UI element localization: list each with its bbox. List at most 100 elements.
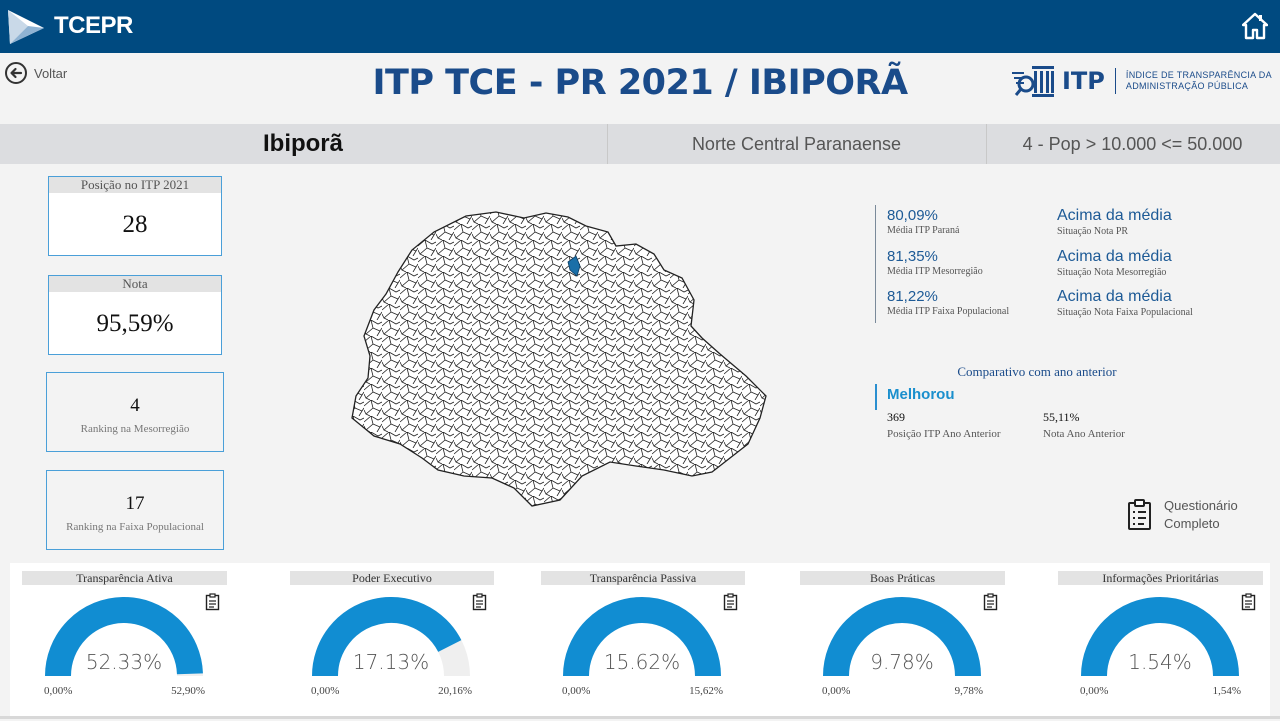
gauge-min-label: 0,00% <box>1080 685 1109 697</box>
gauge-value: 15.62% <box>603 650 681 674</box>
gauge-fill <box>563 597 721 677</box>
gauge-chart <box>45 597 203 677</box>
stat-faixa-mean-label: Média ITP Faixa Populacional <box>887 306 1010 317</box>
comparison-accent-bar <box>875 384 877 410</box>
gauge-min-label: 0,00% <box>562 685 591 697</box>
home-button[interactable] <box>1241 12 1269 40</box>
gauge-fill <box>45 597 203 677</box>
clipboard-icon[interactable] <box>983 593 999 611</box>
top-bar: TCEPR <box>0 0 1280 53</box>
comparison-status: Melhorou <box>887 386 955 403</box>
clipboard-icon <box>1128 499 1151 530</box>
stat-pr-situation-label: Situação Nota PR <box>1057 226 1129 237</box>
itp-building-icon <box>1012 66 1054 97</box>
ranking-population-card: 17 Ranking na Faixa Populacional <box>46 470 224 550</box>
gauge-max-label: 20,16% <box>438 685 472 697</box>
gauge-chart <box>312 597 470 677</box>
gauge-chart <box>823 597 981 677</box>
gauge-fill <box>1081 597 1239 677</box>
questionnaire-label: Questionário Completo <box>1164 497 1238 533</box>
questionnaire-label-line2: Completo <box>1164 516 1220 531</box>
ranking-mesoregion-value: 4 <box>130 395 140 416</box>
gauge-fill <box>312 597 462 677</box>
score-card: Nota 95,59% <box>48 275 222 355</box>
prev-score-label: Nota Ano Anterior <box>1043 428 1125 440</box>
itp-desc-line1: ÍNDICE DE TRANSPARÊNCIA DA <box>1125 70 1272 80</box>
gauge-title: Informações Prioritárias <box>1058 571 1263 585</box>
tcepr-logo[interactable]: TCEPR <box>6 6 133 46</box>
itp-description: ÍNDICE DE TRANSPARÊNCIA DA ADMINISTRAÇÃO… <box>1126 70 1272 92</box>
ranking-mesoregion-label: Ranking na Mesorregião <box>80 423 190 435</box>
parana-map[interactable] <box>346 208 772 510</box>
prev-position-value: 369 <box>887 410 905 424</box>
stat-meso-mean: 81,35% Média ITP Mesorregião <box>887 248 983 277</box>
gauge-value: 9.78% <box>870 650 934 674</box>
stat-pr-mean-label: Média ITP Paraná <box>887 225 960 236</box>
position-card-label: Posição no ITP 2021 <box>49 177 221 193</box>
municipality-name: Ibiporã <box>262 130 343 157</box>
gauge-title: Boas Práticas <box>800 571 1005 585</box>
stat-meso-mean-value: 81,35% <box>887 248 938 265</box>
comparison-title: Comparativo com ano anterior <box>957 364 1117 379</box>
stats-divider <box>875 205 876 323</box>
score-card-label: Nota <box>49 276 221 292</box>
questionnaire-label-line1: Questionário <box>1164 498 1238 513</box>
ibipora-highlight[interactable] <box>567 255 581 277</box>
prev-position: 369 Posição ITP Ano Anterior <box>887 410 1001 440</box>
stat-faixa-mean-value: 81,22% <box>887 288 938 305</box>
ranking-mesoregion-card: 4 Ranking na Mesorregião <box>46 372 224 452</box>
municipality-band: Ibiporã Norte Central Paranaense 4 - Pop… <box>0 124 1280 164</box>
home-icon <box>1241 12 1269 40</box>
stat-meso-mean-label: Média ITP Mesorregião <box>887 266 983 277</box>
gauge-max-label: 52,90% <box>171 685 205 697</box>
gauge-title: Transparência Ativa <box>22 571 227 585</box>
clipboard-icon[interactable] <box>205 593 221 611</box>
gauge-chart <box>1081 597 1239 677</box>
stat-faixa-situation: Acima da média Situação Nota Faixa Popul… <box>1057 288 1193 318</box>
gauge-min-label: 0,00% <box>822 685 851 697</box>
population-range: 4 - Pop > 10.000 <= 50.000 <box>986 124 1278 164</box>
logo-text: TCEPR <box>54 12 133 39</box>
gauge-title: Poder Executivo <box>290 571 494 585</box>
stat-meso-situation: Acima da média Situação Nota Mesorregião <box>1057 248 1172 278</box>
gauges-panel <box>10 563 1270 716</box>
questionnaire-button[interactable]: Questionário Completo <box>1126 497 1238 533</box>
stat-meso-situation-label: Situação Nota Mesorregião <box>1057 267 1167 278</box>
prev-position-label: Posição ITP Ano Anterior <box>887 428 1001 440</box>
gauge-value: 17.13% <box>352 650 430 674</box>
back-button[interactable]: Voltar <box>4 61 67 85</box>
back-label: Voltar <box>34 65 68 81</box>
prev-score: 55,11% Nota Ano Anterior <box>1043 410 1125 440</box>
gauge-value: 52.33% <box>85 650 163 674</box>
gauge-max-label: 1,54% <box>1212 685 1241 697</box>
gauge-max-label: 15,62% <box>689 685 723 697</box>
clipboard-icon[interactable] <box>472 593 488 611</box>
itp-logo: ITP ÍNDICE DE TRANSPARÊNCIA DA ADMINISTR… <box>1012 62 1278 100</box>
clipboard-icon[interactable] <box>1241 593 1257 611</box>
stat-faixa-situation-label: Situação Nota Faixa Populacional <box>1057 307 1193 318</box>
arrow-left-circle-icon <box>5 62 27 84</box>
position-card: Posição no ITP 2021 28 <box>48 176 222 256</box>
stat-meso-situation-value: Acima da média <box>1057 248 1172 265</box>
stat-pr-mean: 80,09% Média ITP Paraná <box>887 207 959 236</box>
mesoregion-name: Norte Central Paranaense <box>607 124 985 164</box>
ranking-population-label: Ranking na Faixa Populacional <box>66 521 204 533</box>
ranking-population-value: 17 <box>125 493 145 514</box>
stat-faixa-situation-value: Acima da média <box>1057 288 1172 305</box>
tcepr-logo-icon <box>8 10 44 44</box>
gauge-title: Transparência Passiva <box>541 571 745 585</box>
gauge-fill <box>823 597 981 677</box>
gauge-min-label: 0,00% <box>44 685 73 697</box>
itp-separator <box>1114 68 1116 94</box>
score-card-value: 95,59% <box>96 310 174 337</box>
prev-score-value: 55,11% <box>1043 410 1080 424</box>
itp-desc-line2: ADMINISTRAÇÃO PÚBLICA <box>1125 81 1249 91</box>
gauge-value: 1.54% <box>1128 650 1192 674</box>
stat-pr-situation: Acima da média Situação Nota PR <box>1057 207 1172 237</box>
position-card-value: 28 <box>122 211 148 238</box>
clipboard-icon[interactable] <box>723 593 739 611</box>
page-title: ITP TCE - PR 2021 / IBIPORÃ <box>372 63 908 103</box>
gauge-min-label: 0,00% <box>311 685 340 697</box>
gauge-chart <box>563 597 721 677</box>
gauge-max-label: 9,78% <box>954 685 983 697</box>
